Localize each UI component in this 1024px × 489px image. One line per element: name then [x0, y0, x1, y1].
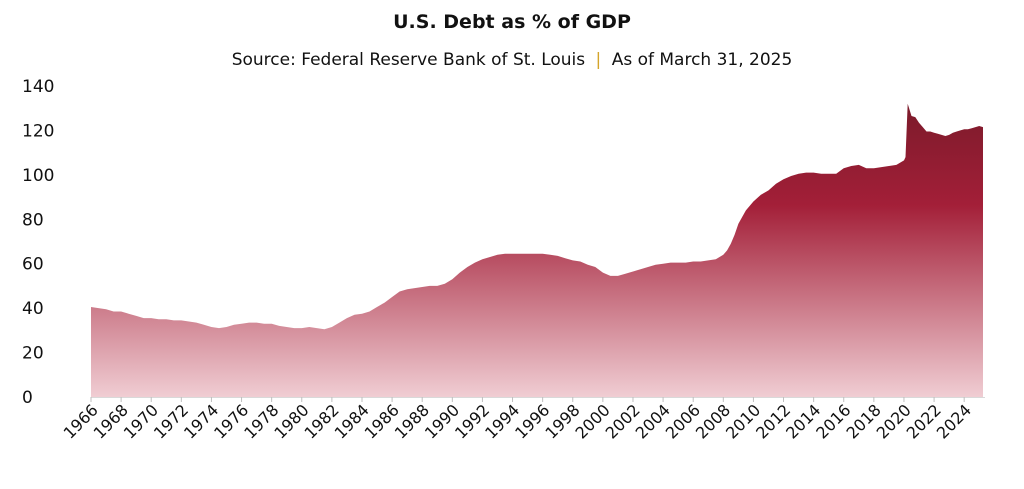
y-tick-label: 100 — [22, 166, 54, 186]
x-tick-label: 1996 — [511, 400, 553, 442]
subtitle-separator: | — [596, 50, 602, 70]
x-tick-label: 2016 — [812, 400, 854, 442]
y-tick-label: 120 — [22, 121, 54, 141]
y-tick-label: 0 — [22, 388, 33, 408]
y-tick-label: 40 — [22, 299, 44, 319]
subtitle-source: Source: Federal Reserve Bank of St. Loui… — [232, 50, 586, 70]
x-tick-label: 1976 — [210, 400, 252, 442]
debt-area — [91, 103, 983, 398]
x-tick-label: 2024 — [933, 400, 975, 442]
y-tick-label: 20 — [22, 344, 44, 364]
y-tick-label: 80 — [22, 210, 44, 230]
y-tick-label: 60 — [22, 255, 44, 275]
chart-title: U.S. Debt as % of GDP — [393, 11, 631, 33]
y-axis-ticks: 0 20 40 60 80 100 120 140 — [22, 77, 54, 408]
y-tick-label: 140 — [22, 77, 54, 97]
chart-subtitle: Source: Federal Reserve Bank of St. Loui… — [232, 50, 793, 70]
subtitle-as-of: As of March 31, 2025 — [612, 50, 793, 70]
x-axis-ticks: 1966196819701972197419761978198019821984… — [60, 397, 975, 443]
